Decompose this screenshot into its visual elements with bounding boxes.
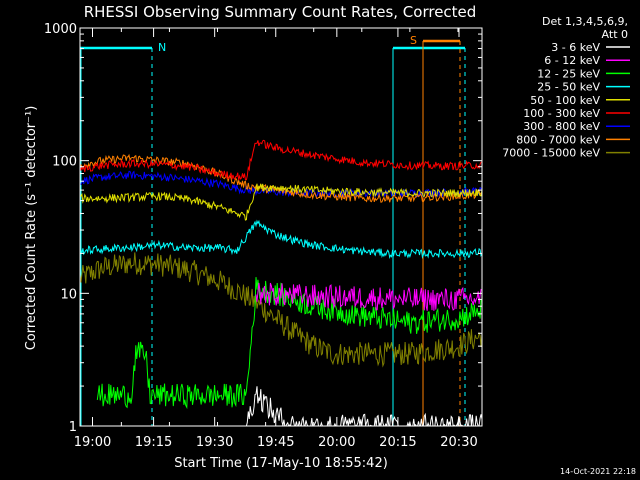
x-tick-label: 19:00: [74, 435, 111, 450]
series-line-7: [80, 153, 482, 203]
legend-label: 12 - 25 keV: [537, 67, 600, 80]
y-axis: 1 10 100 1000: [44, 22, 482, 435]
legend-label: 7000 - 15000 keV: [502, 147, 600, 160]
night-marker-label: N: [158, 41, 166, 54]
series-line-1: [255, 282, 482, 311]
series-line-0: [245, 386, 482, 426]
series-line-2: [96, 277, 482, 410]
x-axis-label: Start Time (17-May-10 18:55:42): [174, 456, 388, 471]
y-tick-label: 10: [60, 287, 77, 302]
y-tick-label: 1: [69, 420, 77, 435]
x-tick-label: 20:15: [379, 435, 416, 450]
legend-label: 300 - 800 keV: [523, 120, 600, 133]
legend-header-line2: Att 0: [602, 28, 628, 41]
x-tick-label: 19:45: [257, 435, 294, 450]
x-axis: 19:00 19:15 19:30 19:45 20:00 20:15 20:30: [74, 28, 478, 450]
y-axis-label: Corrected Count Rate (s⁻¹ detector⁻¹): [24, 106, 39, 351]
legend-label: 50 - 100 keV: [530, 94, 600, 107]
generation-timestamp: 14-Oct-2021 22:18: [560, 467, 636, 476]
legend-label: 25 - 50 keV: [537, 81, 600, 94]
saa-marker-label: S: [410, 34, 417, 47]
x-tick-label: 20:00: [318, 435, 355, 450]
legend-header-line1: Det 1,3,4,5,6,9,: [542, 15, 628, 28]
series-line-5: [80, 139, 482, 181]
legend-label: 800 - 7000 keV: [516, 133, 600, 146]
series-line-3: [80, 219, 482, 259]
legend-label: 6 - 12 keV: [544, 54, 600, 67]
y-tick-label: 1000: [44, 22, 77, 37]
series-line-8: [80, 252, 482, 368]
x-tick-label: 20:30: [440, 435, 477, 450]
series-line-6: [80, 170, 482, 199]
chart-title: RHESSI Observing Summary Count Rates, Co…: [84, 3, 477, 21]
legend-label: 100 - 300 keV: [523, 107, 600, 120]
x-tick-label: 19:15: [135, 435, 172, 450]
x-tick-label: 19:30: [196, 435, 233, 450]
series-line-4: [80, 183, 482, 221]
plot-frame: [79, 27, 483, 427]
legend-label: 3 - 6 keV: [551, 41, 600, 54]
y-tick-label: 100: [52, 155, 77, 170]
